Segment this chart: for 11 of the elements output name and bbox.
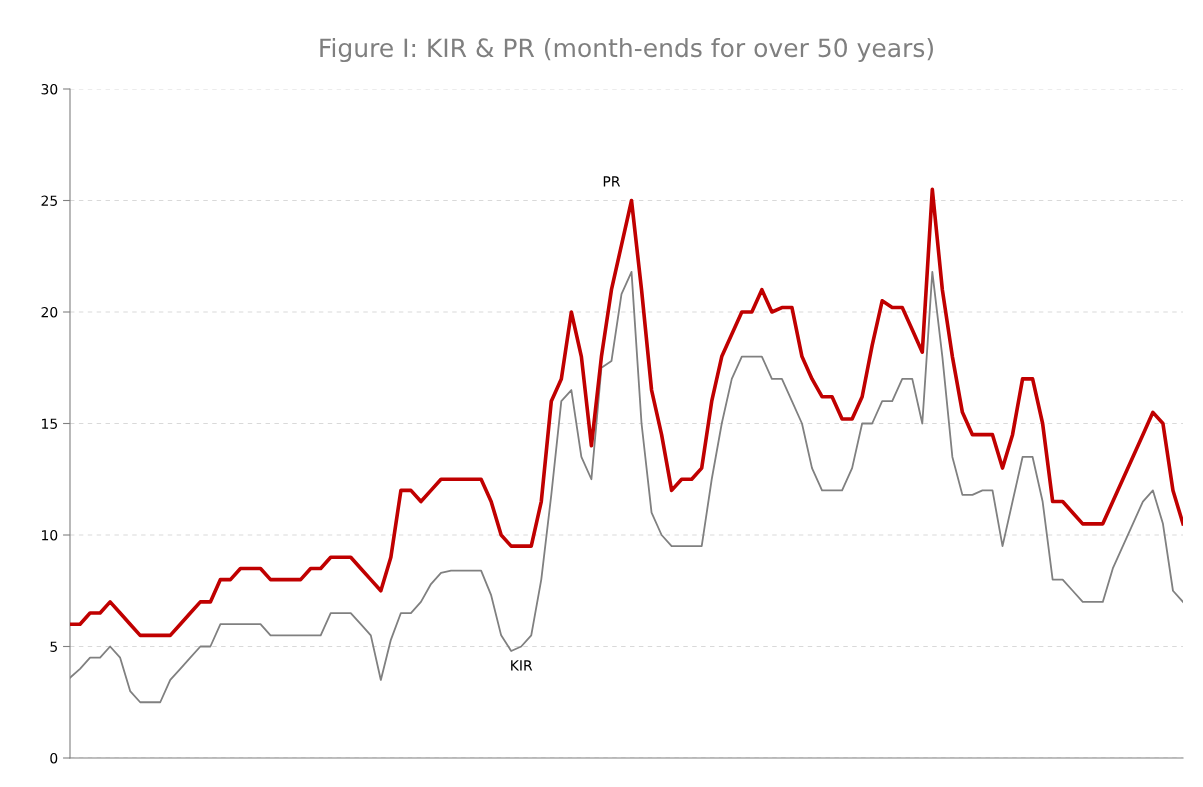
- y-tick-label: 10: [42, 529, 58, 541]
- chart-title: Figure I: KIR & PR (month-ends for over 50 years): [320, 37, 933, 63]
- y-tick-label: 5: [50, 641, 57, 652]
- series-label: KIR: [511, 660, 533, 671]
- line-series: [70, 187, 1183, 638]
- y-tick-label: 20: [41, 306, 58, 318]
- y-tick-label: 25: [41, 195, 57, 206]
- series-label: PR: [603, 176, 621, 187]
- y-tick-label: 0: [50, 752, 58, 764]
- y-tick-label: 30: [41, 83, 58, 95]
- y-tick-label: 15: [42, 418, 57, 429]
